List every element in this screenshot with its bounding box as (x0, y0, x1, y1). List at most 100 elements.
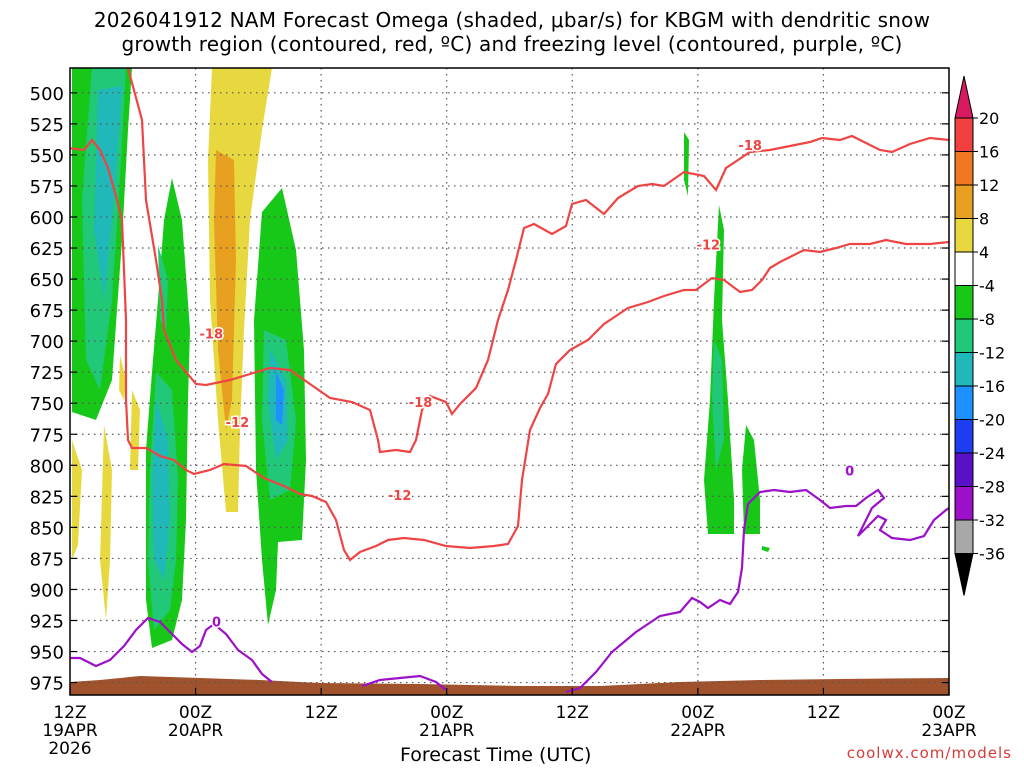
contour-zero (361, 674, 447, 691)
y-tick-label: 650 (30, 270, 64, 291)
colorbar-label: -24 (979, 444, 1005, 463)
omega-region (276, 372, 284, 425)
colorbar-label: 16 (979, 143, 999, 162)
colorbar-label: -28 (979, 478, 1005, 497)
x-tick-date: 21APR (419, 721, 475, 741)
colorbar-segment (954, 385, 974, 420)
colorbar-label: -32 (979, 511, 1005, 530)
omega-region (152, 400, 170, 580)
colorbar-segment (954, 117, 974, 152)
site-credit: coolwx.com/models (846, 744, 1012, 762)
colorbar-top-arrow (954, 75, 974, 119)
omega-region (94, 86, 122, 300)
colorbar-label: 12 (979, 176, 999, 195)
y-tick-label: 800 (30, 456, 64, 477)
terrain (70, 676, 949, 695)
contour-zero (565, 488, 949, 694)
y-tick-label: 550 (30, 146, 64, 167)
x-tick-label: 12Z (807, 703, 840, 723)
chart-title: 2026041912 NAM Forecast Omega (shaded, μ… (0, 8, 1024, 56)
colorbar-label: 20 (979, 109, 999, 128)
y-tick-label: 675 (30, 301, 64, 322)
colorbar-segment (954, 251, 974, 286)
omega-region (158, 245, 168, 330)
contour-label: -18 (200, 328, 224, 343)
x-axis-title: Forecast Time (UTC) (400, 744, 592, 766)
y-tick-label: 725 (30, 363, 64, 384)
colorbar-label: 4 (979, 243, 989, 262)
omega-region (214, 150, 236, 430)
colorbar-segment (954, 352, 974, 387)
colorbar-label: -4 (979, 277, 995, 296)
y-tick-label: 875 (30, 549, 64, 570)
colorbar-label: -20 (979, 411, 1005, 430)
omega-region (100, 425, 112, 620)
colorbar-segment (954, 285, 974, 320)
x-tick-date: 19APR (42, 721, 98, 741)
contour-zero (70, 616, 273, 683)
y-tick-label: 950 (30, 643, 64, 664)
contour-label: -12 (388, 489, 412, 504)
x-tick-label: 00Z (430, 703, 463, 723)
x-tick-label: 12Z (305, 703, 338, 723)
colorbar-label: -12 (979, 344, 1005, 363)
colorbar-label: -16 (979, 377, 1005, 396)
dendritic-contours (70, 68, 949, 562)
omega-region (712, 340, 724, 470)
y-tick-label: 750 (30, 394, 64, 415)
contour-label: -18 (738, 139, 762, 154)
x-tick-label: 00Z (681, 703, 714, 723)
y-tick-label: 700 (30, 332, 64, 353)
x-tick-label: 12Z (556, 703, 589, 723)
y-axis: 500 525 550 575 600 625 650 675 700 725 750 775 800 8… (30, 84, 949, 695)
y-tick-label: 825 (30, 487, 64, 508)
x-tick-label: 00Z (179, 703, 212, 723)
colorbar-segment (954, 452, 974, 487)
contour-labels: -18 -12 -18 -12 -18 -12 0 0 (198, 137, 856, 632)
y-tick-label: 775 (30, 425, 64, 446)
x-tick-label: 12Z (53, 703, 86, 723)
omega-region (762, 546, 770, 552)
colorbar-bottom-arrow (954, 553, 974, 596)
y-tick-label: 850 (30, 518, 64, 539)
title-line-2: growth region (contoured, red, ºC) and f… (121, 32, 903, 56)
freezing-contours (70, 488, 949, 694)
colorbar-segment (954, 419, 974, 454)
contour-label: -18 (409, 396, 433, 411)
y-tick-label: 525 (30, 115, 64, 136)
omega-region (684, 132, 689, 196)
colorbar-label: -36 (979, 545, 1005, 564)
contour-label: -12 (697, 238, 721, 253)
grid (70, 68, 949, 695)
y-tick-label: 900 (30, 580, 64, 601)
colorbar-label: -8 (979, 310, 995, 329)
colorbar-segment (954, 519, 974, 554)
omega-region (742, 425, 760, 534)
contour-minus12 (70, 138, 949, 562)
omega-region (72, 440, 82, 560)
colorbar-segment (954, 184, 974, 219)
colorbar-segment (954, 218, 974, 253)
contour-label: -12 (226, 416, 250, 431)
contour-minus18 (126, 68, 949, 454)
y-tick-label: 600 (30, 208, 64, 229)
omega-region (119, 355, 126, 400)
colorbar-segment (954, 151, 974, 186)
contour-label: 0 (212, 616, 221, 631)
x-tick-date: 20APR (168, 721, 224, 741)
colorbar-segment (954, 318, 974, 353)
colorbar: 20 16 12 8 4 -4 -8 -12 -16 -20 -24 -28 -32 -36 (954, 75, 1005, 596)
y-tick-label: 625 (30, 239, 64, 260)
y-tick-label: 975 (30, 674, 64, 695)
omega-shading (70, 68, 949, 695)
colorbar-segment (954, 486, 974, 521)
y-tick-label: 500 (30, 84, 64, 105)
y-tick-label: 925 (30, 612, 64, 633)
contour-label: 0 (845, 464, 854, 479)
x-tick-label: 00Z (932, 703, 965, 723)
x-tick-date: 23APR (921, 721, 977, 741)
x-tick-date: 22APR (670, 721, 726, 741)
colorbar-label: 8 (979, 210, 989, 229)
